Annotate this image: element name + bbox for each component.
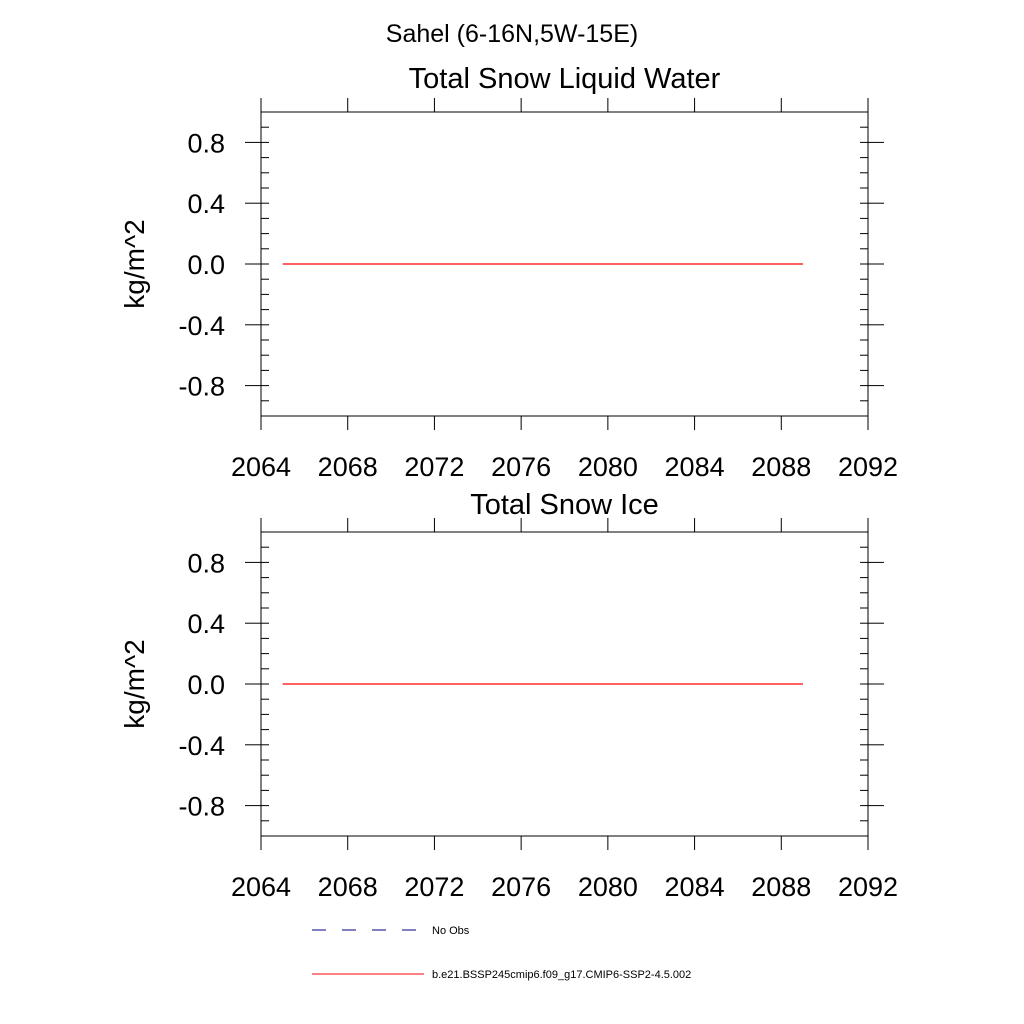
x-tick-label: 2072 <box>404 452 464 482</box>
legend: No Obs b.e21.BSSP245cmip6.f09_g17.CMIP6-… <box>312 925 691 981</box>
x-tick-label: 2088 <box>751 872 811 902</box>
y-tick-label: 0.8 <box>187 548 225 578</box>
y-tick-label: -0.8 <box>178 792 225 822</box>
y-tick-label: 0.4 <box>187 609 225 639</box>
panel-snow-liquid-water: Total Snow Liquid Water 2064 2068 2072 2076 2… <box>119 63 898 482</box>
x-tick-label: 2076 <box>491 452 551 482</box>
legend-label-no-obs: No Obs <box>432 925 470 937</box>
x-tick-label: 2092 <box>838 452 898 482</box>
panel-title: Total Snow Liquid Water <box>409 63 721 95</box>
x-tick-label: 2080 <box>578 452 638 482</box>
x-tick-label: 2080 <box>578 872 638 902</box>
y-axis-label: kg/m^2 <box>119 219 150 308</box>
x-tick-label: 2084 <box>665 452 725 482</box>
y-tick-label: -0.4 <box>178 731 225 761</box>
figure-title: Sahel (6-16N,5W-15E) <box>386 20 638 48</box>
y-tick-label: 0.8 <box>187 128 225 158</box>
x-tick-label: 2064 <box>231 872 291 902</box>
x-tick-label: 2068 <box>318 872 378 902</box>
y-tick-label: -0.8 <box>178 372 225 402</box>
x-tick-label: 2068 <box>318 452 378 482</box>
y-tick-label: -0.4 <box>178 311 225 341</box>
x-tick-label: 2072 <box>404 872 464 902</box>
x-tick-label: 2092 <box>838 872 898 902</box>
x-tick-label: 2084 <box>665 872 725 902</box>
x-tick-label: 2076 <box>491 872 551 902</box>
panel-snow-ice: Total Snow Ice 2064 2068 2072 2076 2080 2084 20… <box>119 489 898 902</box>
y-tick-label: 0.4 <box>187 189 225 219</box>
x-tick-label: 2064 <box>231 452 291 482</box>
legend-label-model: b.e21.BSSP245cmip6.f09_g17.CMIP6-SSP2-4.… <box>432 969 691 981</box>
x-tick-label: 2088 <box>751 452 811 482</box>
y-tick-label: 0.0 <box>187 670 225 700</box>
panel-title: Total Snow Ice <box>470 489 659 521</box>
y-tick-label: 0.0 <box>187 250 225 280</box>
y-axis-label: kg/m^2 <box>119 639 150 728</box>
